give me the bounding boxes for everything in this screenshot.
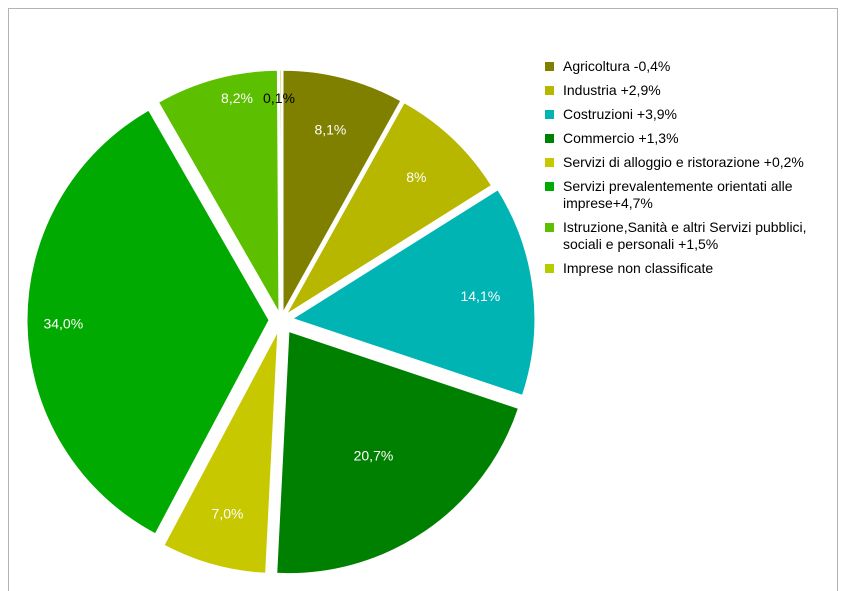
- slice-value-label: 0,1%: [263, 90, 295, 106]
- legend-item: Agricoltura -0,4%: [545, 58, 835, 75]
- legend-item: Industria +2,9%: [545, 82, 835, 99]
- pie-slice: [163, 331, 279, 574]
- pie-slice: [276, 330, 520, 575]
- legend-item: Istruzione,Sanità e altri Servizi pubbli…: [545, 219, 835, 253]
- legend-swatch: [545, 223, 554, 232]
- legend-item: Imprese non classificate: [545, 260, 835, 277]
- legend-swatch: [545, 264, 554, 273]
- legend-swatch: [545, 182, 554, 191]
- slice-value-label: 8,1%: [314, 122, 346, 138]
- legend-label: Agricoltura -0,4%: [563, 58, 671, 74]
- legend-item: Servizi di alloggio e ristorazione +0,2%: [545, 154, 835, 171]
- legend-label: Servizi prevalentemente orientati alle i…: [563, 178, 793, 211]
- slice-value-label: 34,0%: [43, 315, 83, 331]
- legend-label: Imprese non classificate: [563, 260, 714, 276]
- pie-slice: [26, 109, 270, 535]
- legend-label: Commercio +1,3%: [563, 130, 679, 146]
- chart-legend: Agricoltura -0,4% Industria +2,9% Costruzi…: [545, 58, 835, 284]
- legend-swatch: [545, 110, 554, 119]
- legend-swatch: [545, 134, 554, 143]
- slice-value-label: 14,1%: [460, 288, 500, 304]
- chart-frame: [8, 8, 838, 591]
- legend-item: Commercio +1,3%: [545, 130, 835, 147]
- slice-value-label: 7,0%: [212, 506, 244, 522]
- pie-slice: [291, 189, 536, 397]
- pie-slice: [286, 102, 493, 315]
- legend-label: Costruzioni +3,9%: [563, 106, 678, 122]
- slice-value-label: 8,2%: [221, 90, 253, 106]
- legend-label: Istruzione,Sanità e altri Servizi pubbli…: [563, 219, 807, 252]
- legend-swatch: [545, 62, 554, 71]
- legend-label: Servizi di alloggio e ristorazione +0,2%: [563, 154, 804, 170]
- pie-slice: [282, 69, 402, 315]
- legend-item: Costruzioni +3,9%: [545, 106, 835, 123]
- slice-value-label: 8%: [406, 169, 426, 185]
- legend-label: Industria +2,9%: [563, 82, 661, 98]
- legend-item: Servizi prevalentemente orientati alle i…: [545, 178, 835, 212]
- legend-swatch: [545, 158, 554, 167]
- legend-swatch: [545, 86, 554, 95]
- slice-value-label: 20,7%: [354, 447, 394, 463]
- pie-slice: [278, 69, 282, 313]
- pie-slice: [157, 69, 280, 315]
